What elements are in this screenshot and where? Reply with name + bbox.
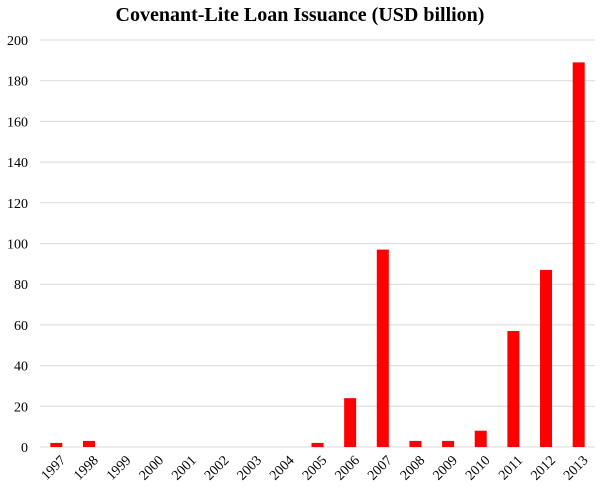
bars: [50, 62, 585, 447]
bar-2011: [507, 331, 520, 447]
x-tick-label: 2013: [561, 453, 591, 483]
y-tick-label: 180: [7, 75, 28, 90]
y-tick-label: 120: [7, 197, 28, 212]
bar-2012: [540, 269, 553, 447]
y-tick-label: 160: [7, 115, 28, 130]
bar-2013: [572, 62, 585, 447]
bar-2006: [344, 398, 357, 447]
x-tick-label: 2009: [431, 453, 461, 483]
y-tick-label: 40: [14, 360, 28, 375]
bar-2005: [311, 442, 324, 447]
bar-2008: [409, 440, 422, 447]
y-tick-label: 140: [7, 156, 28, 171]
x-tick-label: 1998: [71, 453, 101, 483]
x-tick-label: 2000: [137, 453, 167, 483]
x-tick-label: 2007: [365, 453, 395, 483]
x-tick-label: 2003: [235, 453, 265, 483]
bar-2007: [376, 249, 389, 447]
y-tick-label: 0: [21, 441, 28, 456]
x-tick-label: 2004: [267, 453, 297, 483]
x-tick-label: 1997: [39, 453, 69, 483]
y-tick-label: 20: [14, 400, 28, 415]
y-tick-label: 100: [7, 238, 28, 253]
x-axis: 1997 1998 1999 2000 2001 2002 2003 2004 2005 2006…: [39, 453, 592, 483]
y-axis: 0 20 40 60 80 100 120 140 160 180 200: [7, 34, 28, 456]
x-tick-label: 1999: [104, 453, 134, 483]
bar-1997: [50, 442, 63, 447]
gridlines: [40, 39, 595, 448]
x-tick-label: 2011: [496, 453, 526, 483]
chart-title: Covenant-Lite Loan Issuance (USD billion…: [116, 4, 485, 26]
bar-1998: [82, 440, 95, 447]
x-tick-label: 2002: [202, 453, 232, 483]
bar-2010: [474, 430, 487, 447]
x-tick-label: 2005: [300, 453, 330, 483]
x-tick-label: 2008: [398, 453, 428, 483]
x-tick-label: 2001: [169, 453, 199, 483]
y-tick-label: 60: [14, 319, 28, 334]
x-tick-label: 2006: [333, 453, 363, 483]
bar-2009: [442, 440, 455, 447]
y-tick-label: 200: [7, 34, 28, 49]
x-tick-label: 2010: [463, 453, 493, 483]
x-tick-label: 2012: [528, 453, 558, 483]
y-tick-label: 80: [14, 278, 28, 293]
